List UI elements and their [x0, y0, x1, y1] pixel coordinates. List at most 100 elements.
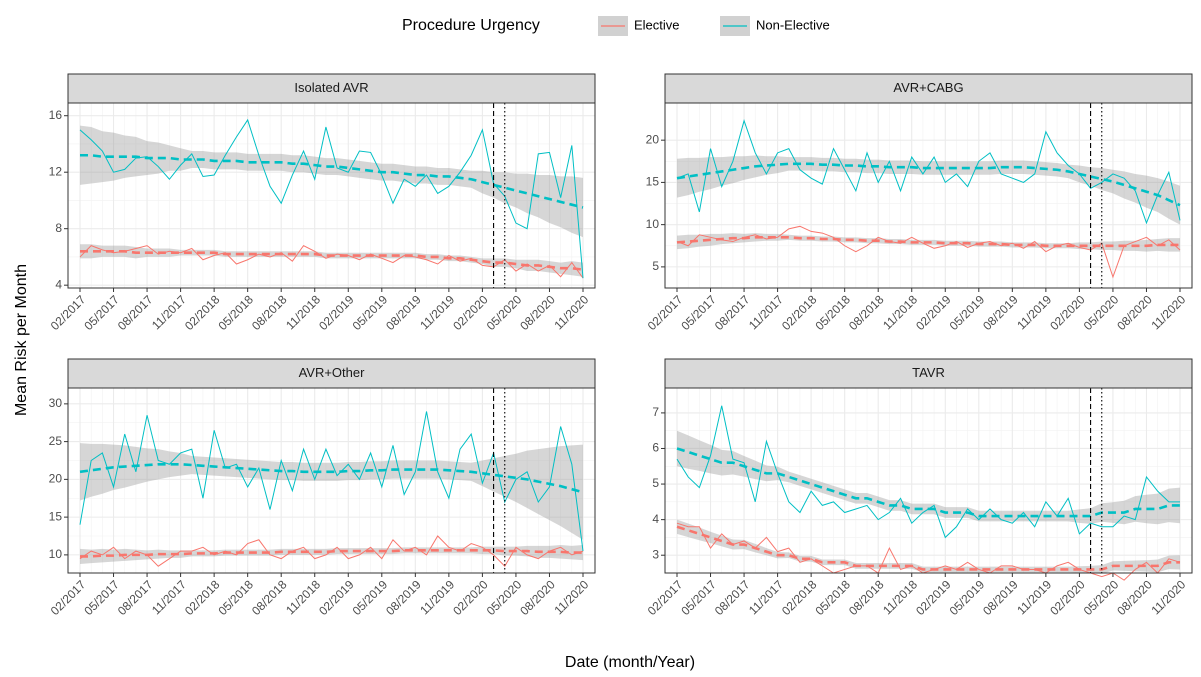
confidence-band [80, 443, 583, 540]
x-tick-label: 08/2017 [712, 577, 753, 618]
x-tick-label: 02/2019 [913, 292, 954, 333]
panel-border [67, 387, 596, 574]
x-tick-label: 11/2017 [746, 292, 786, 332]
y-tick-label: 15 [49, 509, 63, 523]
y-tick-label: 10 [646, 217, 660, 231]
x-tick-label: 08/2018 [846, 577, 887, 618]
data-line [676, 119, 1181, 225]
x-tick-label: 08/2018 [249, 577, 290, 618]
y-tick-label: 3 [652, 547, 659, 561]
x-tick-label: 08/2017 [115, 292, 156, 333]
x-tick-label: 05/2020 [484, 577, 525, 618]
x-tick-label: 11/2020 [1148, 292, 1188, 332]
x-tick-label: 11/2019 [1014, 577, 1054, 617]
strip-title: AVR+CABG [893, 80, 963, 95]
x-tick-label: 05/2020 [1081, 292, 1122, 333]
x-tick-label: 11/2017 [149, 577, 189, 617]
x-tick-label: 02/2020 [1047, 292, 1088, 333]
x-tick-label: 02/2017 [645, 292, 686, 333]
y-tick-label: 30 [49, 396, 63, 410]
x-tick-label: 08/2018 [846, 292, 887, 333]
trend-line [676, 162, 1181, 207]
y-tick-label: 5 [652, 476, 659, 490]
x-tick-label: 11/2018 [283, 577, 323, 617]
strip [67, 73, 596, 104]
legend-title: Procedure Urgency [402, 17, 540, 34]
x-tick-label: 02/2018 [779, 577, 820, 618]
strip [664, 73, 1193, 104]
x-tick-label: 05/2017 [678, 577, 719, 618]
confidence-band [677, 519, 1180, 574]
x-tick-label: 08/2019 [980, 292, 1021, 333]
trend-line [676, 236, 1180, 248]
data-line [79, 118, 584, 279]
x-tick-label: 11/2018 [880, 292, 920, 332]
trend-line [80, 153, 584, 209]
x-tick-label: 08/2017 [712, 292, 753, 333]
strip [664, 358, 1193, 389]
x-tick-label: 11/2017 [746, 577, 786, 617]
trend-line [676, 447, 1180, 518]
x-tick-label: 05/2017 [81, 577, 122, 618]
x-tick-label: 02/2019 [913, 577, 954, 618]
trend-line [79, 462, 584, 494]
y-tick-label: 4 [652, 512, 659, 526]
x-tick-label: 11/2018 [880, 577, 920, 617]
x-tick-label: 11/2019 [417, 292, 457, 332]
x-tick-label: 05/2019 [350, 292, 391, 333]
x-tick-label: 08/2020 [1114, 577, 1155, 618]
legend-label: Non-Elective [756, 17, 830, 32]
x-tick-label: 11/2018 [283, 292, 323, 332]
x-tick-label: 05/2019 [350, 577, 391, 618]
legend-label: Elective [634, 17, 680, 32]
y-tick-label: 8 [55, 221, 62, 235]
x-tick-label: 05/2019 [947, 577, 988, 618]
y-tick-label: 4 [55, 277, 62, 291]
x-tick-label: 05/2020 [484, 292, 525, 333]
panel-border [67, 102, 596, 289]
x-tick-label: 02/2020 [1047, 577, 1088, 618]
x-axis-label: Date (month/Year) [565, 654, 695, 671]
y-tick-label: 25 [49, 434, 63, 448]
x-tick-label: 05/2019 [947, 292, 988, 333]
confidence-band [677, 155, 1180, 225]
x-tick-label: 02/2018 [779, 292, 820, 333]
x-tick-label: 02/2019 [316, 292, 357, 333]
strip-title: TAVR [912, 365, 945, 380]
x-tick-label: 02/2020 [450, 292, 491, 333]
x-tick-label: 08/2019 [383, 292, 424, 333]
panel-border [664, 102, 1193, 289]
x-tick-label: 02/2017 [48, 577, 89, 618]
x-tick-label: 05/2018 [812, 292, 853, 333]
x-tick-label: 11/2019 [1014, 292, 1054, 332]
y-tick-label: 16 [49, 108, 63, 122]
x-tick-label: 02/2018 [182, 292, 223, 333]
x-tick-label: 11/2020 [551, 292, 591, 332]
y-tick-label: 15 [646, 175, 660, 189]
y-tick-label: 12 [49, 164, 63, 178]
panel-bg [665, 388, 1192, 573]
x-tick-label: 05/2017 [81, 292, 122, 333]
strip [67, 358, 596, 389]
x-tick-label: 02/2020 [450, 577, 491, 618]
data-line [79, 411, 584, 552]
strip-title: AVR+Other [299, 365, 366, 380]
x-tick-label: 11/2017 [149, 292, 189, 332]
y-tick-label: 20 [49, 472, 63, 486]
confidence-band [80, 244, 583, 277]
y-tick-label: 7 [652, 405, 659, 419]
x-tick-label: 05/2018 [812, 577, 853, 618]
panel-bg [665, 103, 1192, 288]
y-tick-label: 20 [646, 132, 660, 146]
x-tick-label: 11/2019 [417, 577, 457, 617]
x-tick-label: 05/2020 [1081, 577, 1122, 618]
x-tick-label: 08/2020 [1114, 292, 1155, 333]
x-tick-label: 08/2020 [517, 292, 558, 333]
x-tick-label: 02/2018 [182, 577, 223, 618]
trend-line [80, 549, 583, 558]
confidence-band [677, 430, 1180, 525]
x-tick-label: 08/2019 [980, 577, 1021, 618]
panel-border [664, 387, 1193, 574]
